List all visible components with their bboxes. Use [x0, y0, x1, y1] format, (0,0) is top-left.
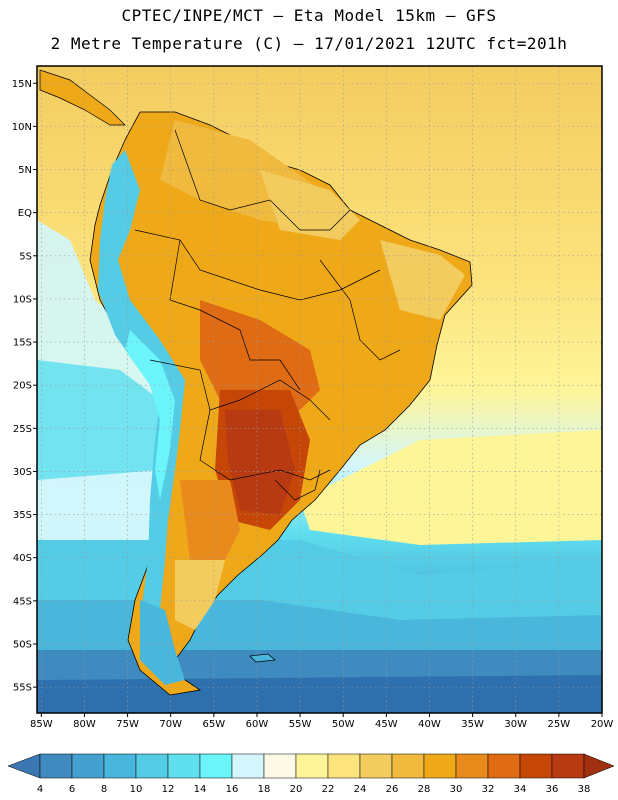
southern-ocean-band4	[37, 675, 602, 713]
lon-label: 25W	[548, 719, 571, 730]
lat-label: 10S	[13, 294, 32, 305]
colorbar-tick-label: 18	[258, 784, 271, 795]
colorbar-tick-label: 16	[226, 784, 239, 795]
colorbar-box	[263, 753, 297, 779]
southern-andes-zone	[140, 600, 185, 685]
colorbar-tick-label: 30	[450, 784, 463, 795]
colorbar-box	[519, 753, 553, 779]
colorbar-tick-label: 38	[578, 784, 591, 795]
colorbar-arrow-right	[583, 753, 615, 779]
lat-label: 10N	[12, 122, 32, 133]
colorbar-box	[551, 753, 585, 779]
core-hot-zone	[225, 410, 295, 515]
altiplano-zone	[125, 330, 175, 500]
lat-label: 45S	[13, 596, 32, 607]
lon-label: 50W	[332, 719, 355, 730]
map-field	[37, 66, 602, 713]
lat-ticks: 15N 10N 5N EQ 5S 10S 15S 20S 25S 30S 35S 40S 45S 50S 5…	[12, 79, 37, 694]
guiana-zone	[260, 170, 360, 240]
lon-label: 30W	[504, 719, 527, 730]
colorbar-tick-label: 24	[354, 784, 367, 795]
lon-label: 55W	[289, 719, 312, 730]
colorbar-box	[455, 753, 489, 779]
colorbar-tick-label: 26	[386, 784, 399, 795]
colorbar-box	[103, 753, 137, 779]
lon-label: 45W	[375, 719, 398, 730]
patagonia-warm-zone	[175, 560, 225, 630]
colorbar-tick-label: 8	[101, 784, 107, 795]
lat-label: 30S	[13, 467, 32, 478]
colorbar-tick-label: 10	[130, 784, 143, 795]
andes-cold-strip	[98, 150, 185, 650]
colorbar-box	[167, 753, 201, 779]
map-title-line1: CPTEC/INPE/MCT – Eta Model 15km – GFS	[121, 6, 497, 25]
lon-ticks: 85W 80W 75W 70W 65W 60W 55W 50W 45W 40W 35W 30W 25W 2…	[30, 713, 613, 730]
colorbar-arrow-left	[7, 753, 41, 779]
colorbar-box	[295, 753, 329, 779]
central-america	[39, 69, 126, 126]
falkland-islands	[249, 653, 276, 663]
colorbar-box	[39, 753, 73, 779]
lon-label: 65W	[203, 719, 226, 730]
atlantic-mild-zone	[300, 430, 602, 545]
northeast-brazil-zone	[380, 240, 465, 320]
colorbar-box	[487, 753, 521, 779]
lon-label: 35W	[461, 719, 484, 730]
lat-label: EQ	[18, 208, 32, 219]
map-title-line2: 2 Metre Temperature (C) – 17/01/2021 12U…	[50, 34, 568, 53]
colorbar-box	[423, 753, 457, 779]
colorbar-box	[199, 753, 233, 779]
colorbar-tick-label: 22	[322, 784, 335, 795]
lon-label: 70W	[159, 719, 182, 730]
map-frame	[36, 65, 603, 714]
lat-label: 35S	[13, 510, 32, 521]
pampa-zone	[180, 480, 240, 560]
lat-label: 40S	[13, 553, 32, 564]
lon-label: 60W	[246, 719, 269, 730]
colorbar-tick-label: 34	[514, 784, 527, 795]
lat-label: 20S	[13, 381, 32, 392]
lon-label: 40W	[418, 719, 441, 730]
colorbar-tick-label: 36	[546, 784, 559, 795]
lon-label: 75W	[116, 719, 139, 730]
colorbar-box	[231, 753, 265, 779]
colorbar: 4 6 8 10 12 14 16 18 20 22 24 26 28 30 32 34 36 38	[7, 753, 615, 795]
colorbar-box	[71, 753, 105, 779]
lat-label: 15S	[13, 338, 32, 349]
colorbar-tick-label: 12	[162, 784, 175, 795]
lat-label: 5N	[18, 165, 32, 176]
colorbar-box	[391, 753, 425, 779]
colorbar-tick-label: 14	[194, 784, 207, 795]
colorbar-tick-label: 20	[290, 784, 303, 795]
lon-label: 85W	[30, 719, 53, 730]
country-borders	[134, 129, 401, 501]
lat-label: 55S	[13, 683, 32, 694]
lat-label: 15N	[12, 79, 32, 90]
pacific-cold-zone	[37, 360, 160, 480]
lat-label: 25S	[13, 424, 32, 435]
lon-label: 20W	[591, 719, 614, 730]
colorbar-box	[327, 753, 361, 779]
colorbar-tick-label: 6	[69, 784, 75, 795]
lat-label: 50S	[13, 639, 32, 650]
colorbar-tick-label: 28	[418, 784, 431, 795]
colorbar-tick-label: 32	[482, 784, 495, 795]
lon-label: 80W	[73, 719, 96, 730]
colorbar-tick-label: 4	[37, 784, 43, 795]
colorbar-box	[135, 753, 169, 779]
colorbar-box	[359, 753, 393, 779]
lat-label: 5S	[19, 251, 32, 262]
